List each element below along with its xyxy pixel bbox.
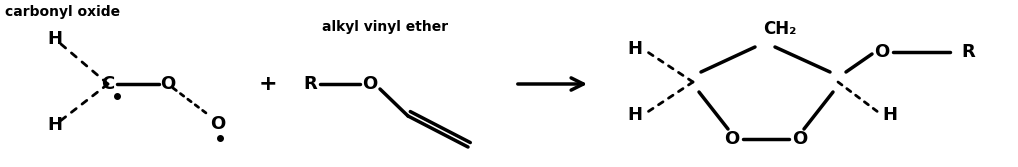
Text: O: O — [725, 130, 740, 148]
Text: C: C — [102, 75, 115, 93]
Text: O: O — [874, 43, 890, 61]
Text: H: H — [627, 106, 642, 124]
Text: carbonyl oxide: carbonyl oxide — [5, 5, 120, 19]
Text: alkyl vinyl ether: alkyl vinyl ether — [322, 20, 448, 34]
Text: H: H — [48, 30, 62, 48]
Text: H: H — [48, 116, 62, 134]
Text: CH₂: CH₂ — [764, 20, 797, 38]
Text: H: H — [883, 106, 898, 124]
Text: O: O — [211, 115, 226, 133]
Text: O: O — [362, 75, 378, 93]
Text: +: + — [259, 74, 277, 94]
Text: O: O — [161, 75, 176, 93]
Text: O: O — [792, 130, 807, 148]
Text: H: H — [627, 40, 642, 58]
Text: R: R — [961, 43, 975, 61]
Text: R: R — [303, 75, 317, 93]
